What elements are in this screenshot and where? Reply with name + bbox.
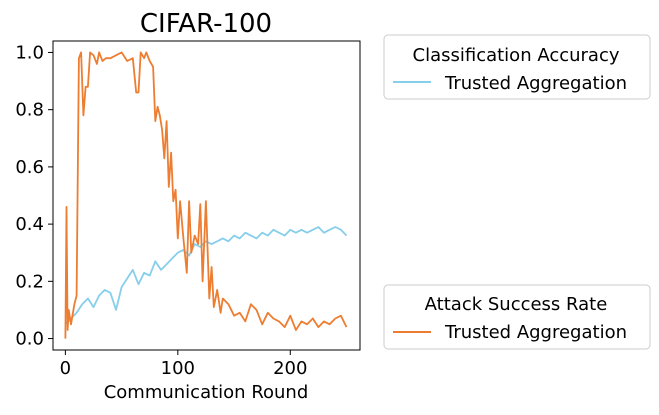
x-axis: 0 100 200 <box>60 350 307 379</box>
y-tick-label: 0.2 <box>15 271 44 292</box>
legend-title: Attack Success Rate <box>425 294 608 315</box>
legend-entry-label: Trusted Aggregation <box>444 73 627 94</box>
legend-classification-accuracy: Classification Accuracy Trusted Aggregat… <box>383 34 651 100</box>
series-line-attack-success-rate <box>64 51 348 339</box>
y-tick-label: 0.4 <box>15 214 44 235</box>
series-line-classification-accuracy <box>64 226 348 325</box>
chart-title: CIFAR-100 <box>140 9 272 39</box>
legend-frame <box>383 34 651 100</box>
x-tick-label: 100 <box>161 358 195 379</box>
plot-frame <box>52 40 361 351</box>
legend-frame <box>383 284 651 350</box>
legend-entry-label: Trusted Aggregation <box>444 322 627 343</box>
y-axis: 0.0 0.2 0.4 0.6 0.8 1.0 <box>15 42 53 350</box>
y-tick-label: 0.6 <box>15 157 44 178</box>
x-tick-label: 0 <box>60 358 71 379</box>
y-tick-label: 1.0 <box>15 42 44 63</box>
plot-area <box>64 51 348 339</box>
y-tick-label: 0.8 <box>15 100 44 121</box>
y-tick-label: 0.0 <box>15 329 44 350</box>
legend-title: Classification Accuracy <box>413 45 620 66</box>
x-axis-label: Communication Round <box>104 382 309 403</box>
x-tick-label: 200 <box>273 358 307 379</box>
legend-attack-success-rate: Attack Success Rate Trusted Aggregation <box>383 284 651 350</box>
